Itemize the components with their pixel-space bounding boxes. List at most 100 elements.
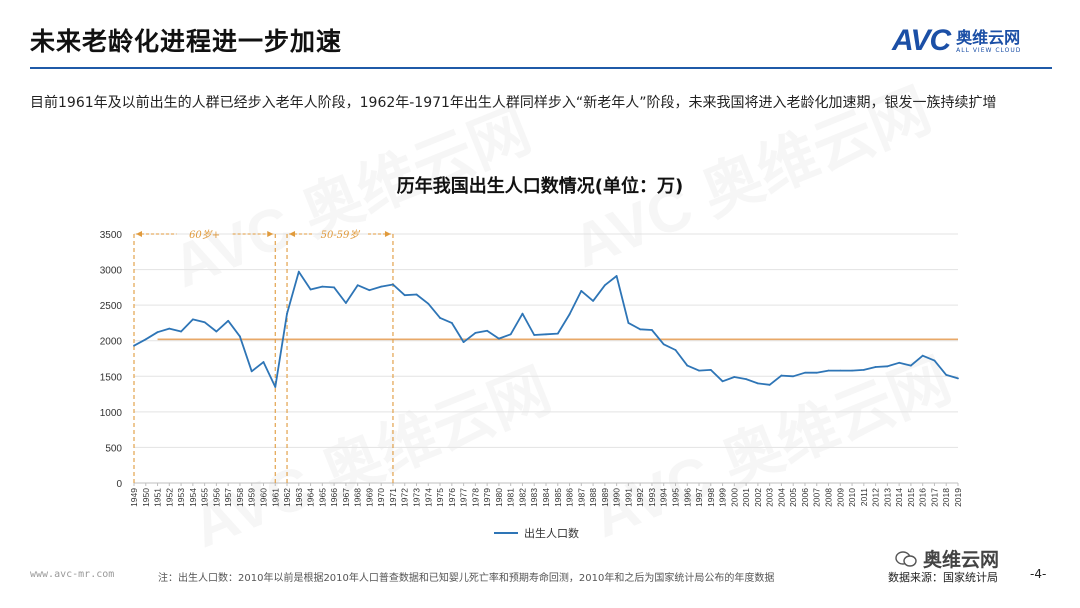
footer-url[interactable]: www.avc-mr.com: [30, 569, 115, 580]
data-point: [380, 285, 383, 288]
arrowhead-left: [136, 231, 142, 237]
x-tick-label: 1998: [706, 488, 716, 507]
x-tick-label: 1985: [553, 488, 563, 507]
x-tick-label: 2000: [729, 488, 739, 507]
x-tick-label: 1964: [306, 488, 316, 507]
x-tick-label: 1957: [223, 488, 233, 507]
x-tick-label: 1969: [364, 488, 374, 507]
data-point: [580, 290, 583, 292]
x-tick-label: 1981: [506, 488, 516, 507]
data-point: [874, 366, 877, 368]
legend-label: 出生人口数: [524, 526, 579, 540]
x-tick-label: 1976: [447, 488, 457, 507]
y-tick-label: 0: [116, 479, 122, 490]
footer-note: 注：出生人口数：2010年以前是根据2010年人口普查数据和已知婴儿死亡率和预期…: [158, 573, 775, 584]
data-point: [203, 321, 206, 324]
x-tick-label: 1978: [470, 488, 480, 507]
y-tick-label: 500: [105, 443, 122, 454]
data-point: [180, 330, 182, 333]
data-point: [792, 375, 795, 378]
x-tick-label: 1995: [670, 488, 680, 507]
annotation-label: 60岁+: [189, 229, 220, 241]
x-tick-label: 2004: [776, 488, 786, 507]
data-point: [262, 361, 265, 363]
x-tick-label: 1972: [400, 488, 410, 507]
data-point: [521, 312, 524, 315]
x-tick-label: 1975: [435, 488, 445, 507]
data-point: [839, 369, 842, 372]
annotation-label: 50-59岁: [321, 229, 361, 241]
data-point: [533, 334, 536, 336]
x-tick-label: 2019: [953, 488, 963, 507]
x-tick-label: 1999: [718, 488, 728, 507]
x-tick-label: 1997: [694, 488, 704, 507]
x-tick-label: 2015: [906, 488, 916, 507]
x-tick-label: 1996: [682, 488, 692, 507]
data-point: [780, 374, 783, 377]
wechat-account-watermark: 奥维云网: [895, 545, 999, 572]
data-point: [486, 329, 489, 332]
header-divider: [30, 67, 1052, 69]
data-point: [474, 331, 477, 334]
x-tick-label: 1960: [258, 488, 268, 507]
data-point: [545, 333, 547, 336]
data-point: [509, 333, 512, 336]
data-point: [403, 294, 406, 297]
x-tick-label: 1977: [459, 488, 469, 507]
x-tick-label: 1992: [635, 488, 645, 507]
x-tick-label: 2016: [918, 488, 928, 507]
data-point: [815, 371, 818, 374]
data-point: [756, 382, 759, 385]
data-point: [957, 377, 959, 380]
y-tick-label: 1500: [100, 372, 123, 383]
x-tick-label: 1959: [247, 488, 257, 507]
data-point: [215, 330, 218, 333]
logo-text: 奥维云网 ALL VIEW CLOUD: [956, 28, 1021, 54]
x-tick-label: 1962: [282, 488, 292, 507]
data-point: [933, 359, 936, 362]
data-point: [356, 284, 359, 287]
data-point: [662, 343, 665, 346]
x-tick-label: 1990: [612, 488, 622, 507]
data-point: [450, 322, 453, 324]
x-tick-label: 1980: [494, 488, 504, 507]
x-tick-label: 1958: [235, 488, 245, 507]
data-point: [321, 285, 324, 288]
chart-title: 历年我国出生人口数情况(单位：万): [396, 176, 684, 197]
x-tick-label: 1982: [517, 488, 527, 507]
wechat-account-name: 奥维云网: [923, 549, 1000, 571]
y-tick-label: 2000: [100, 337, 123, 348]
data-point: [568, 313, 571, 316]
data-point: [227, 319, 230, 322]
x-tick-label: 2001: [741, 488, 751, 507]
x-tick-label: 2018: [941, 488, 951, 507]
data-point: [639, 328, 642, 331]
data-point: [709, 368, 712, 371]
data-point: [156, 331, 159, 334]
x-tick-label: 1952: [164, 488, 174, 507]
data-source: 数据来源：国家统计局: [888, 571, 998, 584]
x-tick-label: 2005: [788, 488, 798, 507]
y-tick-label: 3000: [100, 266, 123, 277]
x-tick-label: 2011: [859, 488, 869, 507]
x-tick-label: 1966: [329, 488, 339, 507]
data-point: [368, 289, 371, 292]
x-tick-label: 1953: [176, 488, 186, 507]
series-line-birth-population: [133, 270, 959, 388]
x-tick-label: 1983: [529, 488, 539, 507]
data-point: [309, 288, 312, 291]
data-point: [592, 299, 594, 302]
x-tick-label: 1987: [576, 488, 586, 507]
data-point: [427, 302, 430, 305]
x-tick-label: 1971: [388, 488, 398, 507]
x-tick-label: 1956: [211, 488, 221, 507]
x-tick-label: 1949: [129, 488, 139, 507]
data-point: [191, 318, 194, 321]
data-point: [627, 322, 630, 324]
data-point: [827, 369, 830, 372]
x-tick-label: 1991: [623, 488, 633, 507]
data-point: [239, 335, 241, 338]
data-point: [462, 341, 465, 344]
data-point: [333, 286, 336, 289]
